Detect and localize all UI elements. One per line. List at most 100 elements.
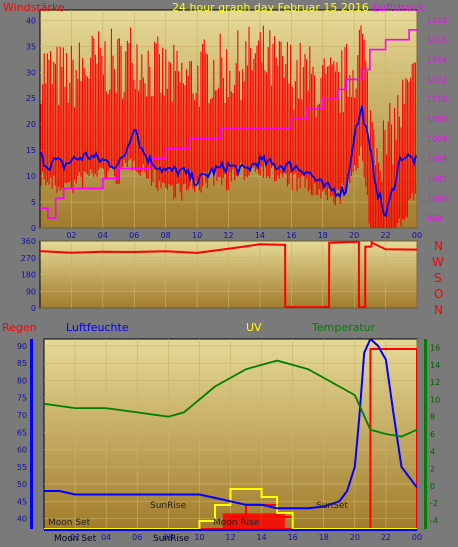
mean-wind-line: [40, 105, 417, 217]
climate-x-tick: 04: [101, 533, 111, 542]
wind-x-tick: 20: [349, 231, 359, 240]
uv-line: [44, 488, 417, 529]
direction-y-tick: 360: [21, 237, 36, 246]
rain-fill: [222, 513, 285, 529]
humidity-y-tick: 75: [17, 394, 27, 403]
temperature-axis-label: Temperatur: [311, 321, 376, 334]
compass-label-o: O: [434, 287, 443, 301]
pressure-y-tick: 998: [427, 214, 442, 223]
humidity-y-tick: 55: [17, 463, 27, 472]
humidity-y-tick-labels: 40 45 50 55 60 65 70 75 80 85 90: [17, 342, 27, 524]
wind-y-tick: 20: [26, 120, 36, 129]
humidity-series: [44, 339, 417, 510]
wind-x-tick: 06: [129, 231, 139, 240]
pressure-y-tick: 1006: [427, 135, 447, 144]
pressure-y-tick: 1012: [427, 75, 447, 84]
wind-x-tick-labels: 02 04 06 08 10 12 14 16 18 20 22 00: [66, 231, 422, 240]
temperature-y-tick: 6: [430, 430, 435, 439]
pressure-y-tick: 1002: [427, 174, 447, 183]
temperature-y-tick: -4: [430, 516, 438, 525]
rain-axis-label: Regen: [2, 321, 37, 334]
pressure-y-tick: 1000: [427, 194, 447, 203]
compass-label-s: S: [434, 271, 442, 285]
pressure-series: [40, 29, 417, 219]
pressure-y-tick: 1004: [427, 155, 447, 164]
pressure-y-tick: 1010: [427, 95, 447, 104]
direction-y-tick: 90: [26, 287, 36, 296]
moonset-annotation: Moon Set: [48, 518, 91, 528]
climate-x-tick: 12: [225, 533, 235, 542]
wind-y-tick: 25: [26, 94, 36, 103]
wind-y-tick-labels: 0 5 10 15 20 25 30 35 40: [26, 16, 36, 233]
climate-x-tick-labels: 02 04 06 08 10 12 14 16 18 20 22 00: [70, 533, 422, 542]
climate-x-tick: 08: [163, 533, 173, 542]
climate-x-tick: 10: [194, 533, 204, 542]
wind-y-tick: 15: [26, 146, 36, 155]
humidity-y-tick: 40: [17, 515, 27, 524]
wind-x-tick: 16: [286, 231, 296, 240]
humidity-y-tick: 90: [17, 342, 27, 351]
wind-y-tick: 35: [26, 42, 36, 51]
pressure-y-tick-labels: 998 1000 1002 1004 1006 1008 1010 1012 1014 1016 1…: [427, 16, 447, 223]
humidity-y-tick: 45: [17, 497, 27, 506]
moonrise-annotation: Moon Rise: [213, 518, 260, 528]
sunrise-footer-label: SunRise: [153, 534, 190, 543]
temperature-series: [44, 359, 417, 438]
pressure-y-tick: 1014: [427, 56, 447, 65]
direction-line: [40, 241, 417, 308]
wind-x-tick: 12: [223, 231, 233, 240]
pressure-y-tick: 1016: [427, 36, 447, 45]
direction-y-tick: 0: [31, 304, 36, 313]
climate-x-tick: 22: [381, 533, 391, 542]
temperature-y-tick: 16: [430, 344, 440, 353]
pressure-y-tick: 1008: [427, 115, 447, 124]
direction-y-tick-labels: 0 90 180 270 360: [21, 237, 36, 313]
climate-x-tick: 06: [132, 533, 142, 542]
wind-x-tick: 10: [192, 231, 202, 240]
wind-x-tick: 02: [66, 231, 76, 240]
climate-panel: Regen Luftfeuchte UV Temperatur 40455055…: [2, 321, 440, 544]
humidity-y-tick: 70: [17, 411, 27, 420]
pressure-line: [40, 29, 417, 219]
wind-x-tick: 00: [412, 231, 422, 240]
wind-x-tick: 22: [380, 231, 390, 240]
wind-x-tick: 08: [161, 231, 171, 240]
climate-x-tick: 00: [412, 533, 422, 542]
climate-x-tick: 14: [256, 533, 266, 542]
sunrise-annotation: SunRise: [150, 501, 187, 511]
moonset-footer-label: Moon Set: [54, 534, 97, 543]
humidity-y-tick: 60: [17, 446, 27, 455]
compass-labels: N W S O N: [432, 239, 444, 317]
temperature-y-tick-labels: -4 -2 0 2 4 6 8 10 12 14 16: [430, 344, 440, 526]
temperature-line: [44, 359, 417, 438]
wind-y-tick: 30: [26, 68, 36, 77]
wind-x-tick: 04: [98, 231, 108, 240]
temperature-y-tick: 2: [430, 465, 435, 474]
temperature-y-tick: 4: [430, 447, 435, 456]
wind-gust-series: [40, 25, 416, 228]
wind-y-tick: 10: [26, 172, 36, 181]
direction-y-tick: 180: [21, 271, 36, 280]
humidity-y-tick: 85: [17, 359, 27, 368]
uv-axis-label: UV: [246, 321, 262, 334]
uv-series: [44, 488, 417, 529]
rain-scale-bar: [30, 339, 33, 529]
wind-direction-panel: 0 90 180 270 360 N W S O N: [21, 237, 444, 317]
humidity-line: [44, 339, 417, 510]
pressure-axis-label: Luftdruck: [373, 1, 425, 14]
chart-title: 24 hour graph day Februar 15 2016: [172, 1, 369, 14]
wind-x-tick: 18: [318, 231, 328, 240]
temperature-y-tick: -2: [430, 499, 438, 508]
mean-wind-series: [40, 105, 417, 217]
direction-series: [40, 241, 417, 308]
compass-label-n-top: N: [434, 239, 443, 253]
humidity-y-tick: 50: [17, 480, 27, 489]
compass-label-n-bottom: N: [434, 303, 443, 317]
climate-x-tick: 20: [350, 533, 360, 542]
compass-label-w: W: [432, 255, 444, 269]
humidity-y-tick: 65: [17, 428, 27, 437]
climate-x-tick: 02: [70, 533, 80, 542]
temperature-y-tick: 8: [430, 413, 435, 422]
climate-x-tick: 16: [288, 533, 298, 542]
